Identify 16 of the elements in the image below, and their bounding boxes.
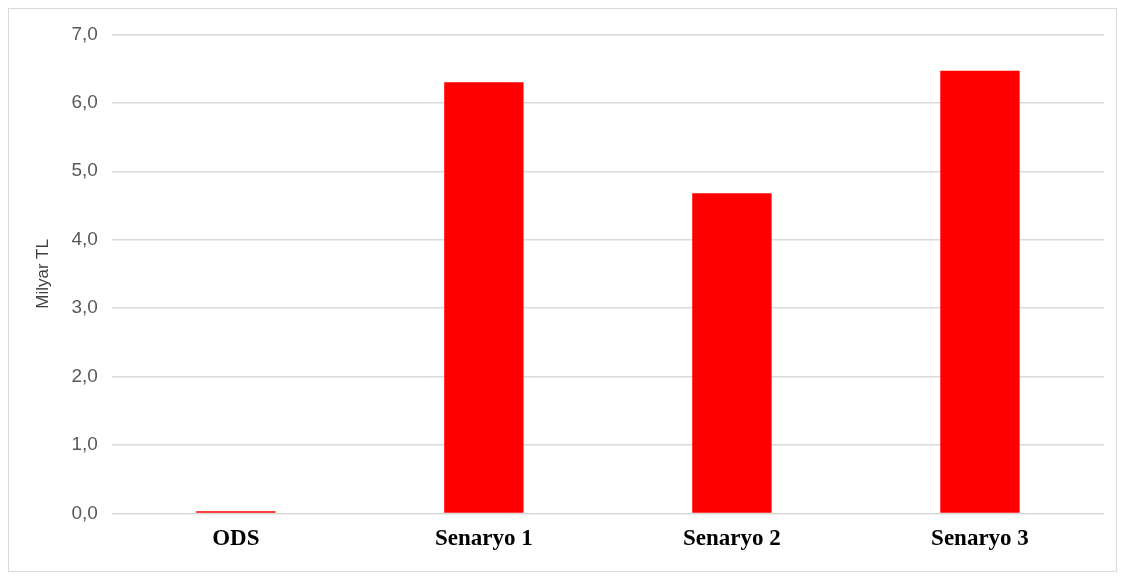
bar [940,70,1020,513]
y-tick-label: 0,0 [71,501,98,523]
x-tick-label: Senaryo 3 [931,525,1029,551]
y-tick-label: 1,0 [71,433,98,455]
x-tick-label: Senaryo 2 [683,525,781,551]
x-tick-label: ODS [212,525,260,551]
bar [444,82,524,513]
y-tick-label: 7,0 [71,22,98,44]
y-tick-label: 3,0 [71,296,98,318]
y-axis-title: Milyar TL [32,239,52,309]
bar [692,193,772,513]
y-tick-label: 4,0 [71,227,98,249]
x-tick-label: Senaryo 1 [435,525,533,551]
y-tick-label: 2,0 [71,364,98,386]
y-tick-label: 6,0 [71,91,98,113]
y-tick-label: 5,0 [71,159,98,181]
